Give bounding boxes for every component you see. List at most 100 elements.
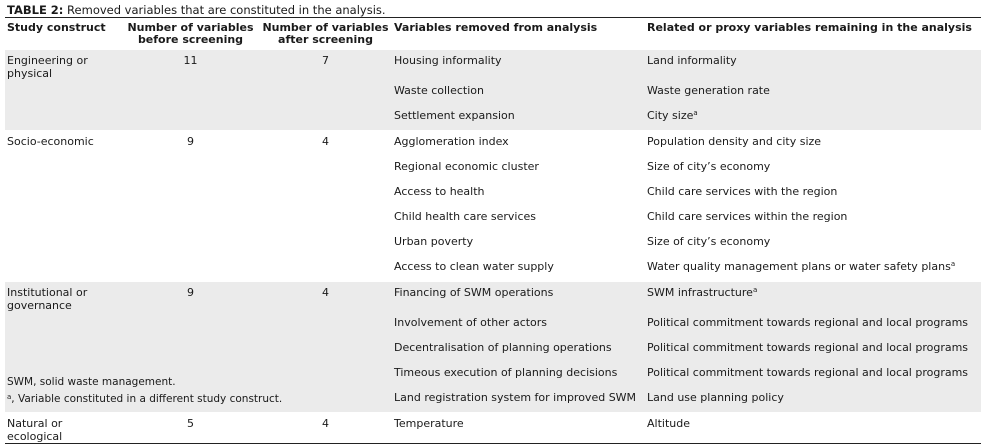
- header-row: Study construct Number of variables befo…: [5, 17, 981, 50]
- cell-related-variable: Land use planning policy: [645, 387, 981, 413]
- cell-variable-removed: Settlement expansion: [392, 105, 645, 131]
- caption-text: Removed variables that are constituted i…: [63, 3, 386, 17]
- cell-related-variable: Population density and city size: [645, 130, 981, 156]
- related-variable-text: Child care services within the region: [647, 210, 848, 223]
- cell-after-screening: [259, 312, 392, 337]
- table-row: Socio-economic 9 4 Agglomeration index Popul…: [5, 130, 981, 156]
- related-variable-text: Political commitment towards regional an…: [647, 366, 969, 379]
- table-row: Land registration system for improved SW…: [5, 387, 981, 413]
- cell-before-screening: 9: [122, 281, 259, 312]
- cell-before-screening: [122, 362, 259, 387]
- cell-variable-removed: Timeous execution of planning decisions: [392, 362, 645, 387]
- table-row: Timeous execution of planning decisions P…: [5, 362, 981, 387]
- cell-study-construct: [5, 181, 122, 206]
- related-variable-text: Waste generation rate: [647, 84, 770, 97]
- cell-after-screening: [259, 337, 392, 362]
- related-variable-text: Child care services with the region: [647, 185, 838, 198]
- cell-after-screening: [259, 80, 392, 105]
- cell-before-screening: [122, 181, 259, 206]
- cell-study-construct: [5, 80, 122, 105]
- table-row: Institutional or governance 9 4 Financing o…: [5, 281, 981, 312]
- footnote: a, Variable constituted in a different s…: [7, 391, 282, 408]
- cell-variable-removed: Child health care services: [394, 210, 537, 223]
- related-variable-text: Size of city’s economy: [647, 235, 771, 248]
- table-row: Access to clean water supply Water qualit…: [5, 256, 981, 282]
- table-row: Urban poverty Size of city’s economy: [5, 231, 981, 256]
- caption-label: TABLE 2:: [7, 3, 64, 17]
- cell-study-construct: Socio-economic: [5, 130, 122, 156]
- cell-variable-removed: Land registration system for improved SW…: [392, 387, 645, 413]
- table-row: Natural or ecological 5 4 Temperature Altitu…: [5, 412, 981, 444]
- cell-study-construct: [5, 105, 122, 131]
- cell-study-construct: [5, 337, 122, 362]
- cell-variable-removed: Waste collection: [392, 80, 645, 105]
- table-row: Regional economic cluster Size of city’s …: [5, 156, 981, 181]
- related-variable-text: Altitude: [647, 417, 690, 430]
- cell-after-screening: [259, 387, 392, 413]
- cell-after-screening: [259, 105, 392, 131]
- table-row: Engineering or physical 11 7 Housing inform…: [5, 49, 981, 80]
- cell-variable-removed: Decentralisation of planning operations: [392, 337, 645, 362]
- cell-study-construct: Natural or ecological: [5, 412, 122, 444]
- related-variable-text: Land use planning policy: [647, 391, 784, 404]
- footnote-marker: a: [752, 286, 758, 294]
- abbreviation-note: SWM, solid waste management.: [7, 376, 176, 388]
- cell-variable-removed: Regional economic cluster: [394, 160, 539, 173]
- cell-after-screening: 4: [259, 281, 392, 312]
- cell-study-construct: Institutional or governance: [5, 281, 122, 312]
- footnote-mark: a: [7, 393, 12, 401]
- table-row: Involvement of other actors Political com…: [5, 312, 981, 337]
- cell-related-variable: SWM infrastructurea: [645, 281, 981, 312]
- cell-related-variable: Waste generation rate: [645, 80, 981, 105]
- cell-variable-removed: Housing informality: [392, 49, 645, 80]
- footnote-text: , Variable constituted in a different st…: [11, 393, 283, 405]
- cell-before-screening: 5: [122, 412, 259, 444]
- cell-before-screening: 11: [122, 49, 259, 80]
- cell-before-screening: [122, 105, 259, 131]
- cell-study-construct: [5, 206, 122, 231]
- cell-related-variable: Political commitment towards regional an…: [645, 312, 981, 337]
- cell-variable-removed: Involvement of other actors: [392, 312, 645, 337]
- cell-variable-removed: Access to health: [394, 185, 485, 198]
- table-row: Decentralisation of planning operations P…: [5, 337, 981, 362]
- cell-study-construct: [5, 156, 122, 181]
- cell-before-screening: [122, 156, 259, 181]
- cell-after-screening: [259, 181, 392, 206]
- cell-related-variable: Land informality: [645, 49, 981, 80]
- cell-related-variable: Child care services within the region: [645, 206, 981, 231]
- cell-related-variable: Size of city’s economy: [645, 156, 981, 181]
- table-caption: TABLE 2: Removed variables that are cons…: [7, 3, 386, 17]
- cell-variable-removed: Agglomeration index: [392, 130, 645, 156]
- cell-variable-removed: Financing of SWM operations: [392, 281, 645, 312]
- footnote-marker: a: [693, 109, 698, 117]
- cell-before-screening: [122, 206, 259, 231]
- related-variable-text: Water quality management plans or water …: [647, 260, 951, 273]
- related-variable-text: Size of city’s economy: [647, 160, 771, 173]
- related-variable-text: SWM infrastructure: [647, 286, 753, 299]
- cell-study-construct: [5, 312, 122, 337]
- cell-before-screening: 9: [122, 130, 259, 156]
- footnote-marker: a: [950, 260, 956, 268]
- cell-before-screening: [122, 256, 259, 282]
- table-notes: SWM, solid waste management. a, Variable…: [7, 374, 282, 408]
- cell-related-variable: Size of city’s economy: [645, 231, 981, 256]
- cell-after-screening: [259, 156, 392, 181]
- related-variable-text: Population density and city size: [647, 135, 822, 148]
- table-row: Waste collection Waste generation rate: [5, 80, 981, 105]
- table-row: Settlement expansion City sizea: [5, 105, 981, 131]
- cell-before-screening: [122, 337, 259, 362]
- cell-study-construct: [5, 256, 122, 282]
- cell-variable-removed: Access to clean water supply: [394, 260, 554, 273]
- related-variable-text: City size: [647, 109, 694, 122]
- header-study-construct: Study construct: [7, 21, 106, 34]
- cell-before-screening: [122, 80, 259, 105]
- related-variable-text: Political commitment towards regional an…: [647, 316, 969, 329]
- cell-variable-removed: Temperature: [392, 412, 645, 444]
- cell-after-screening: 7: [259, 49, 392, 80]
- cell-before-screening: [122, 387, 259, 413]
- header-after-screening: Number of variables after screening: [262, 21, 389, 46]
- cell-variable-removed: Urban poverty: [394, 235, 474, 248]
- header-related-variables: Related or proxy variables remaining in …: [647, 21, 972, 34]
- header-variables-removed: Variables removed from analysis: [394, 21, 598, 34]
- cell-related-variable: Political commitment towards regional an…: [645, 337, 981, 362]
